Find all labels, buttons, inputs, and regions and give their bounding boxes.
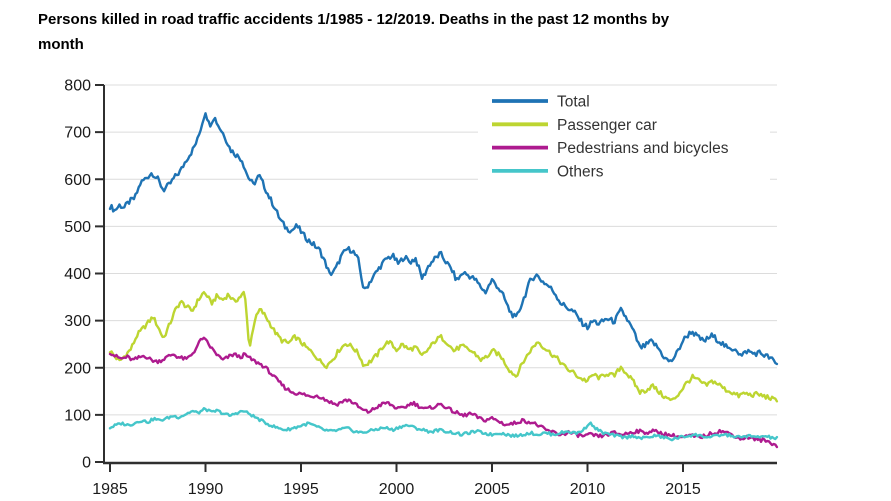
chart-title-line-2: month [38,36,84,53]
y-tick-label-300: 300 [64,313,91,330]
series-line-pedestrians-and-bicycles [108,336,779,449]
y-tick-label-0: 0 [82,455,91,472]
y-tick-label-200: 200 [64,360,91,377]
y-tick-label-100: 100 [64,407,91,424]
x-tick-label-2005: 2005 [474,481,510,498]
y-tick-label-400: 400 [64,266,91,283]
x-tick-label-1995: 1995 [283,481,319,498]
series-line-total [108,112,779,366]
legend-background [478,88,770,184]
chart-title: Persons killed in road traffic accidents… [38,7,868,57]
y-tick-label-600: 600 [64,172,91,189]
x-tick-label-1985: 1985 [92,481,128,498]
legend-label-pedestrians-and-bicycles: Pedestrians and bicycles [557,140,729,157]
series-line-passenger-car [108,290,779,403]
x-tick-label-1990: 1990 [188,481,224,498]
series-line-others [108,407,779,442]
legend-label-others: Others [557,163,604,180]
chart-title-line-1: Persons killed in road traffic accidents… [38,11,670,28]
legend-label-passenger-car: Passenger car [557,117,657,134]
y-tick-label-700: 700 [64,125,91,142]
legend-label-total: Total [557,94,590,111]
x-tick-label-2015: 2015 [665,481,701,498]
x-tick-label-2000: 2000 [379,481,415,498]
y-tick-label-800: 800 [64,78,91,95]
y-tick-label-500: 500 [64,219,91,236]
x-tick-label-2010: 2010 [570,481,606,498]
